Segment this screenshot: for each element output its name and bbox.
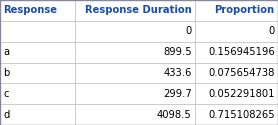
Bar — [75, 104, 195, 125]
Bar — [195, 62, 278, 83]
Bar — [75, 83, 195, 104]
Text: Response: Response — [3, 5, 57, 15]
Bar — [0, 104, 75, 125]
Bar — [75, 0, 195, 21]
Text: b: b — [3, 68, 9, 78]
Text: 4098.5: 4098.5 — [157, 110, 192, 120]
Bar — [75, 42, 195, 62]
Bar — [195, 83, 278, 104]
Text: 0: 0 — [269, 26, 275, 36]
Text: 0.156945196: 0.156945196 — [208, 47, 275, 57]
Text: 0.715108265: 0.715108265 — [208, 110, 275, 120]
Text: 0: 0 — [185, 26, 192, 36]
Bar — [195, 0, 278, 21]
Bar — [75, 21, 195, 42]
Text: a: a — [3, 47, 9, 57]
Bar — [0, 83, 75, 104]
Text: Proportion: Proportion — [215, 5, 275, 15]
Bar — [0, 42, 75, 62]
Bar — [195, 104, 278, 125]
Bar — [0, 21, 75, 42]
Text: Response Duration: Response Duration — [85, 5, 192, 15]
Text: 433.6: 433.6 — [163, 68, 192, 78]
Bar — [195, 42, 278, 62]
Text: 899.5: 899.5 — [163, 47, 192, 57]
Text: 299.7: 299.7 — [163, 89, 192, 99]
Bar — [75, 62, 195, 83]
Bar — [0, 62, 75, 83]
Text: 0.075654738: 0.075654738 — [208, 68, 275, 78]
Text: 0.052291801: 0.052291801 — [208, 89, 275, 99]
Bar — [195, 21, 278, 42]
Text: c: c — [3, 89, 9, 99]
Text: d: d — [3, 110, 10, 120]
Bar — [0, 0, 75, 21]
